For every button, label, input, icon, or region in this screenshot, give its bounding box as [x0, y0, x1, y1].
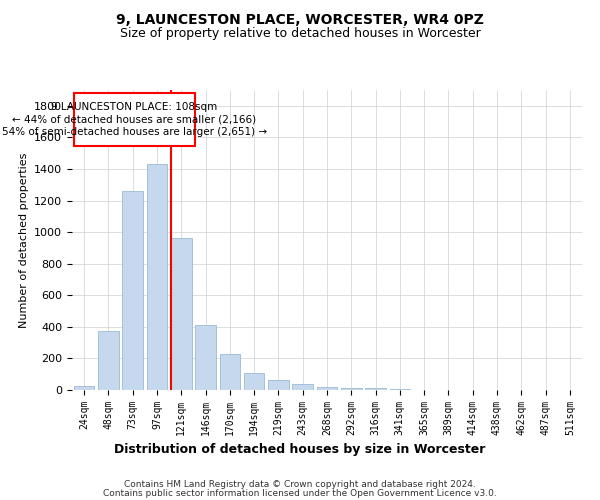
Text: Size of property relative to detached houses in Worcester: Size of property relative to detached ho… — [119, 28, 481, 40]
Bar — [244, 372, 265, 390]
Bar — [365, 388, 386, 390]
Text: Contains public sector information licensed under the Open Government Licence v3: Contains public sector information licen… — [103, 489, 497, 498]
Bar — [122, 191, 143, 390]
Bar — [171, 238, 191, 390]
Bar — [268, 380, 289, 390]
Bar — [292, 384, 313, 390]
Y-axis label: Number of detached properties: Number of detached properties — [19, 152, 29, 328]
Text: 54% of semi-detached houses are larger (2,651) →: 54% of semi-detached houses are larger (… — [2, 126, 267, 136]
Text: 9, LAUNCESTON PLACE, WORCESTER, WR4 0PZ: 9, LAUNCESTON PLACE, WORCESTER, WR4 0PZ — [116, 12, 484, 26]
Bar — [389, 389, 410, 390]
Bar — [341, 388, 362, 390]
Text: Distribution of detached houses by size in Worcester: Distribution of detached houses by size … — [115, 442, 485, 456]
Bar — [98, 331, 119, 390]
Bar — [74, 386, 94, 390]
Bar — [146, 164, 167, 390]
Text: Contains HM Land Registry data © Crown copyright and database right 2024.: Contains HM Land Registry data © Crown c… — [124, 480, 476, 489]
Bar — [317, 387, 337, 390]
Bar — [195, 326, 216, 390]
Bar — [74, 94, 194, 146]
Text: ← 44% of detached houses are smaller (2,166): ← 44% of detached houses are smaller (2,… — [12, 114, 256, 124]
Text: 9 LAUNCESTON PLACE: 108sqm: 9 LAUNCESTON PLACE: 108sqm — [51, 102, 217, 112]
Bar — [220, 354, 240, 390]
